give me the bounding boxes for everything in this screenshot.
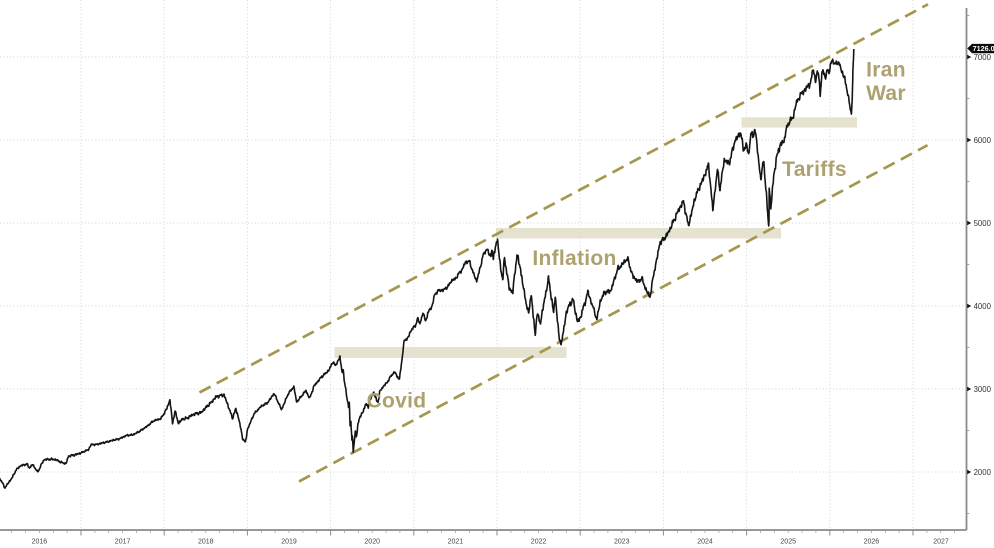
svg-text:Iran: Iran [866, 59, 906, 82]
svg-text:2000: 2000 [974, 468, 992, 477]
svg-text:2016: 2016 [32, 539, 48, 546]
svg-text:2027: 2027 [933, 539, 949, 546]
svg-text:3000: 3000 [974, 385, 992, 394]
svg-text:2025: 2025 [780, 539, 796, 546]
svg-text:4000: 4000 [974, 302, 992, 311]
svg-text:2018: 2018 [198, 539, 214, 546]
svg-text:7126.0: 7126.0 [973, 44, 994, 53]
svg-text:6000: 6000 [974, 136, 992, 145]
svg-text:2023: 2023 [614, 539, 630, 546]
svg-text:5000: 5000 [974, 219, 992, 228]
svg-text:7000: 7000 [974, 53, 992, 62]
svg-text:2021: 2021 [448, 539, 464, 546]
svg-text:Inflation: Inflation [532, 247, 616, 270]
svg-text:2026: 2026 [864, 539, 880, 546]
svg-text:Tariffs: Tariffs [782, 158, 847, 181]
svg-text:Covid: Covid [367, 390, 427, 413]
svg-text:2022: 2022 [531, 539, 547, 546]
svg-text:2017: 2017 [115, 539, 131, 546]
svg-text:War: War [866, 82, 906, 105]
svg-text:2019: 2019 [281, 539, 297, 546]
svg-text:2024: 2024 [697, 539, 713, 546]
svg-text:2020: 2020 [364, 539, 380, 546]
